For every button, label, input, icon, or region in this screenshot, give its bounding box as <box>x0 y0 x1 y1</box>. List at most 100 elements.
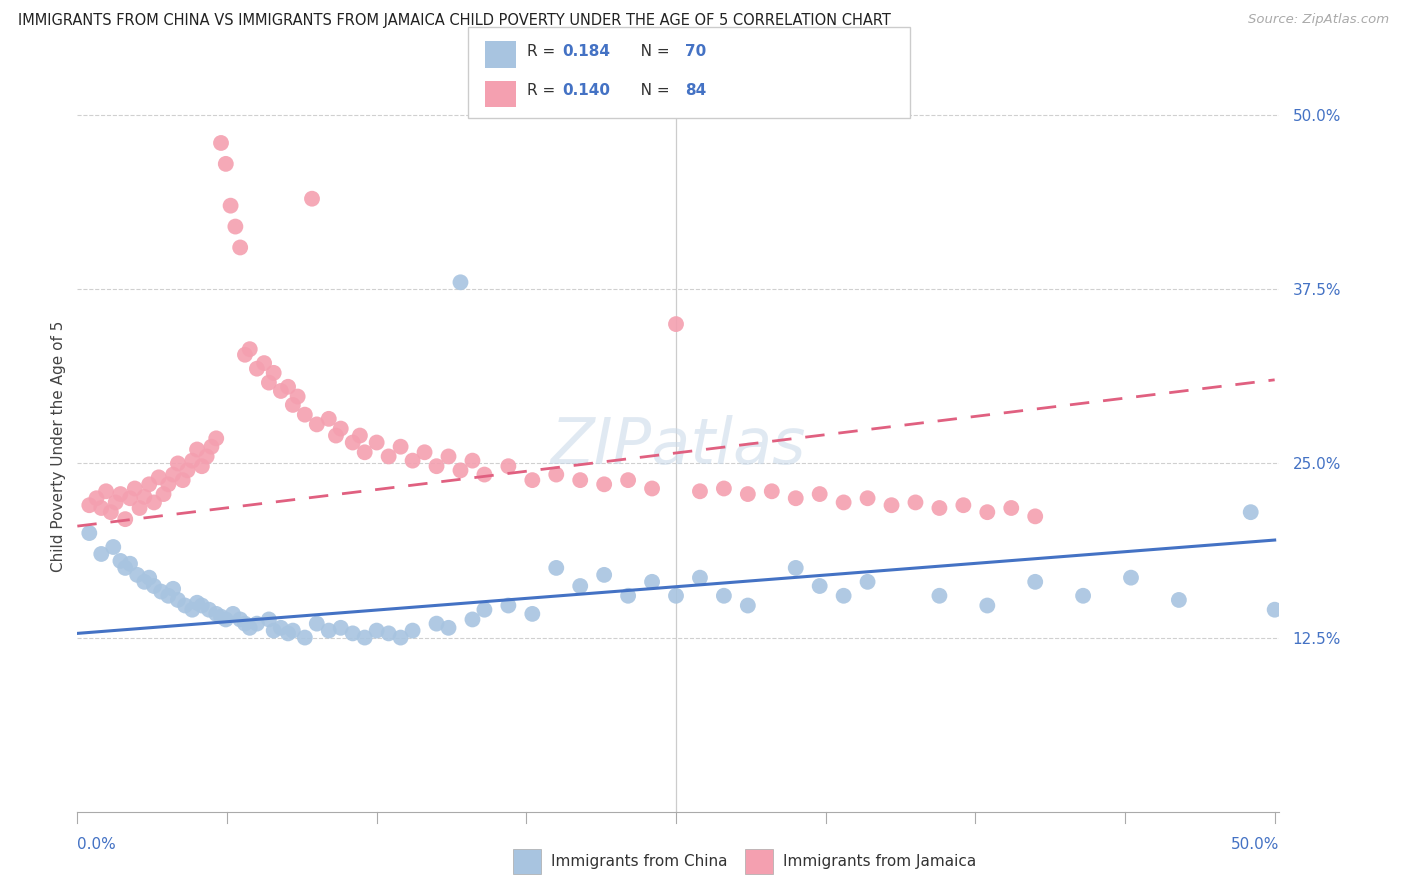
Point <box>209 136 232 150</box>
Text: 0.140: 0.140 <box>562 83 610 98</box>
Point <box>1071 589 1094 603</box>
Point <box>1240 505 1263 519</box>
Point <box>186 596 208 610</box>
Point <box>952 498 974 512</box>
Point <box>162 467 184 482</box>
Point <box>329 621 352 635</box>
Text: 0.0%: 0.0% <box>77 837 117 852</box>
Point <box>450 463 472 477</box>
Point <box>389 440 412 454</box>
Point <box>200 440 222 454</box>
Point <box>904 495 927 509</box>
Point <box>215 612 238 626</box>
Point <box>110 487 132 501</box>
Text: 70: 70 <box>685 44 706 59</box>
Point <box>246 616 269 631</box>
Point <box>150 584 173 599</box>
Point <box>569 579 592 593</box>
Point <box>263 366 285 380</box>
Point <box>1119 571 1142 585</box>
Text: 0.184: 0.184 <box>562 44 610 59</box>
Text: N =: N = <box>626 83 673 98</box>
Point <box>281 624 304 638</box>
Point <box>713 482 735 496</box>
Point <box>342 626 364 640</box>
Point <box>209 609 232 624</box>
Point <box>110 554 132 568</box>
Point <box>522 607 544 621</box>
Point <box>90 501 112 516</box>
Point <box>86 491 108 506</box>
Point <box>167 457 190 471</box>
Point <box>305 417 328 432</box>
Point <box>1024 509 1046 524</box>
Point <box>880 498 903 512</box>
Point <box>377 626 399 640</box>
Text: R =: R = <box>527 44 561 59</box>
Point <box>191 459 214 474</box>
Point <box>689 571 711 585</box>
Point <box>134 490 156 504</box>
Point <box>342 435 364 450</box>
Point <box>318 412 340 426</box>
Point <box>181 603 204 617</box>
Point <box>808 487 831 501</box>
Text: 84: 84 <box>685 83 706 98</box>
Point <box>277 626 299 640</box>
Point <box>832 589 855 603</box>
Text: IMMIGRANTS FROM CHINA VS IMMIGRANTS FROM JAMAICA CHILD POVERTY UNDER THE AGE OF : IMMIGRANTS FROM CHINA VS IMMIGRANTS FROM… <box>18 13 891 29</box>
Point <box>928 589 950 603</box>
Point <box>366 624 388 638</box>
Point <box>305 616 328 631</box>
Point <box>294 631 316 645</box>
Point <box>325 428 347 442</box>
Point <box>737 599 759 613</box>
Point <box>104 495 127 509</box>
Point <box>143 579 166 593</box>
Point <box>224 219 246 234</box>
Point <box>1024 574 1046 589</box>
Point <box>138 571 160 585</box>
Point <box>366 435 388 450</box>
Point <box>270 384 292 398</box>
Point <box>522 473 544 487</box>
Text: Immigrants from China: Immigrants from China <box>551 855 728 869</box>
Point <box>205 431 228 445</box>
Point <box>138 477 160 491</box>
Point <box>134 574 156 589</box>
Point <box>174 599 197 613</box>
Point <box>79 526 101 541</box>
Point <box>114 512 136 526</box>
Point <box>127 567 149 582</box>
Point <box>641 482 664 496</box>
Point <box>1264 603 1286 617</box>
Point <box>413 445 436 459</box>
Point <box>176 463 198 477</box>
Point <box>437 621 460 635</box>
Point <box>253 356 276 370</box>
Point <box>239 342 262 356</box>
Point <box>90 547 112 561</box>
Point <box>401 624 423 638</box>
Point <box>198 603 221 617</box>
Point <box>546 561 568 575</box>
Point <box>281 398 304 412</box>
Point <box>461 612 484 626</box>
Point <box>349 428 371 442</box>
Point <box>114 561 136 575</box>
Point <box>641 574 664 589</box>
Point <box>162 582 184 596</box>
Point <box>233 348 256 362</box>
Point <box>148 470 170 484</box>
Point <box>301 192 323 206</box>
Point <box>617 473 640 487</box>
Text: Immigrants from Jamaica: Immigrants from Jamaica <box>783 855 976 869</box>
Point <box>124 482 146 496</box>
Point <box>425 616 447 631</box>
Point <box>270 621 292 635</box>
Point <box>128 501 150 516</box>
Point <box>318 624 340 638</box>
Point <box>143 495 166 509</box>
Point <box>785 561 807 575</box>
Point <box>205 607 228 621</box>
